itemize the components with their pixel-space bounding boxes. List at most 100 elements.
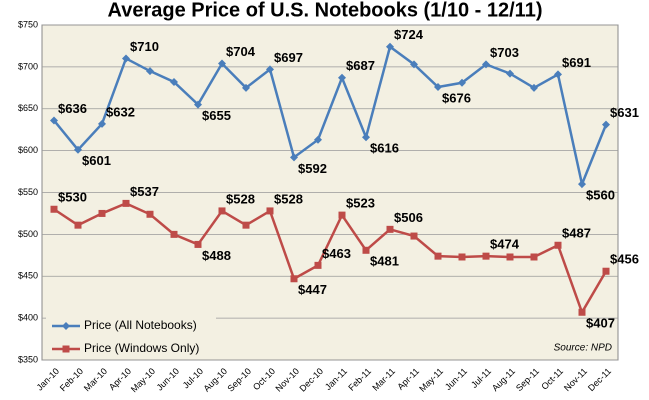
marker xyxy=(602,120,610,129)
data-label: $592 xyxy=(298,161,327,176)
data-label: $655 xyxy=(202,108,231,123)
data-label: $631 xyxy=(610,105,639,120)
marker xyxy=(362,246,370,254)
marker xyxy=(122,199,130,207)
marker xyxy=(410,232,418,240)
x-tick-label: Dec-10 xyxy=(298,366,326,394)
marker xyxy=(314,135,322,144)
y-tick-label: $550 xyxy=(18,187,38,197)
marker xyxy=(146,67,154,76)
x-tick-label: Jun-10 xyxy=(155,366,182,393)
x-tick-label: Feb-11 xyxy=(346,366,373,393)
y-tick-label: $350 xyxy=(18,354,38,364)
x-tick-label: Nov-10 xyxy=(274,366,302,394)
data-label: $530 xyxy=(58,190,87,205)
y-tick-label: $600 xyxy=(18,145,38,155)
data-label: $447 xyxy=(298,282,327,297)
marker xyxy=(482,60,490,69)
data-label: $537 xyxy=(130,184,159,199)
marker xyxy=(554,241,562,249)
y-tick-label: $400 xyxy=(18,313,38,323)
x-tick-label: Oct-11 xyxy=(539,366,565,392)
legend-marker xyxy=(62,322,70,330)
marker xyxy=(98,209,106,217)
marker xyxy=(338,211,346,219)
marker xyxy=(242,221,250,229)
data-label: $523 xyxy=(346,196,375,211)
x-tick-label: Nov-11 xyxy=(562,366,589,393)
data-label: $407 xyxy=(586,316,615,331)
marker xyxy=(290,153,298,162)
marker xyxy=(386,225,394,233)
data-label: $488 xyxy=(202,248,231,263)
data-label: $463 xyxy=(322,246,351,261)
marker xyxy=(170,230,178,238)
marker xyxy=(602,267,610,275)
legend-label: Price (Windows Only) xyxy=(84,341,199,355)
marker xyxy=(530,253,538,261)
x-tick-label: Sep-11 xyxy=(514,366,541,393)
y-tick-label: $650 xyxy=(18,103,38,113)
marker xyxy=(290,275,298,283)
data-label: $632 xyxy=(106,104,135,119)
marker xyxy=(218,59,226,68)
marker xyxy=(530,83,538,92)
source-note: Source: NPD xyxy=(554,343,612,354)
data-label: $456 xyxy=(610,252,639,267)
marker xyxy=(146,210,154,218)
marker xyxy=(434,82,442,91)
x-tick-label: Aug-11 xyxy=(490,366,517,393)
marker xyxy=(266,65,274,74)
x-tick-label: Mar-10 xyxy=(82,366,109,393)
data-label: $691 xyxy=(562,55,591,70)
data-label: $710 xyxy=(130,39,159,54)
marker xyxy=(122,54,130,63)
x-tick-label: Jun-11 xyxy=(443,366,469,392)
marker xyxy=(458,78,466,87)
marker xyxy=(554,70,562,79)
x-tick-label: Mar-11 xyxy=(370,366,397,393)
data-label: $704 xyxy=(226,44,256,59)
marker xyxy=(194,240,202,248)
data-label: $676 xyxy=(442,90,471,105)
marker xyxy=(458,253,466,261)
marker xyxy=(410,60,418,69)
x-tick-label: Aug-10 xyxy=(201,366,229,394)
data-label: $687 xyxy=(346,58,375,73)
x-tick-label: Sep-10 xyxy=(225,366,253,394)
data-label: $636 xyxy=(58,101,87,116)
legend-box xyxy=(46,314,216,358)
data-label: $487 xyxy=(562,226,591,241)
marker xyxy=(74,145,82,154)
data-label: $481 xyxy=(370,254,399,269)
chart-title: Average Price of U.S. Notebooks (1/10 - … xyxy=(108,0,543,21)
data-label: $703 xyxy=(490,45,519,60)
data-label: $697 xyxy=(274,50,303,65)
series-line xyxy=(53,202,608,316)
series-line xyxy=(53,44,608,189)
marker xyxy=(218,207,226,215)
marker xyxy=(242,83,250,92)
y-tick-label: $500 xyxy=(18,229,38,239)
data-label: $724 xyxy=(394,27,424,42)
y-tick-label: $750 xyxy=(18,19,38,29)
marker xyxy=(578,308,586,316)
data-label: $474 xyxy=(490,237,520,252)
marker xyxy=(362,133,370,142)
y-tick-label: $700 xyxy=(18,61,38,71)
marker xyxy=(74,221,82,229)
x-tick-label: May-11 xyxy=(417,366,445,394)
marker xyxy=(386,42,394,51)
marker xyxy=(194,100,202,109)
x-tick-label: Jan-11 xyxy=(323,366,349,392)
data-label: $601 xyxy=(82,153,111,168)
x-tick-label: Jan-10 xyxy=(35,366,62,393)
marker xyxy=(506,253,514,261)
marker xyxy=(434,252,442,260)
marker xyxy=(266,207,274,215)
marker xyxy=(314,261,322,269)
marker xyxy=(50,116,58,125)
data-label: $616 xyxy=(370,141,399,156)
y-tick-label: $450 xyxy=(18,271,38,281)
